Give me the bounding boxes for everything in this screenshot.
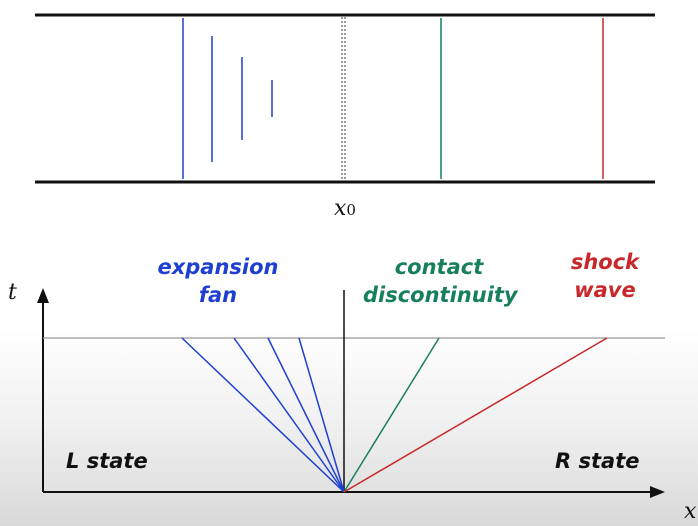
shock-wave-label: shock wave: [560, 248, 650, 304]
expansion-fan-ray-4: [298, 337, 345, 493]
expansion-fan-label: expansion fan: [148, 253, 288, 309]
contact-label-line2: discontinuity: [363, 283, 518, 307]
x0-subscript: 0: [346, 201, 356, 219]
expansion-fan-ray-1: [181, 337, 345, 493]
contact-discontinuity-label: contact discontinuity: [363, 253, 518, 309]
expansion-label-line2: fan: [198, 283, 238, 307]
shock-label-line2: wave: [574, 278, 636, 302]
x0-label: x0: [334, 196, 356, 221]
contact-label-line1: contact: [394, 255, 484, 279]
t-axis-label: t: [8, 280, 17, 305]
left-state-label: L state: [66, 449, 148, 473]
time-axis-arrowhead: [37, 288, 49, 303]
shock-wave-ray: [343, 337, 608, 493]
x-axis-label: x: [684, 499, 697, 524]
expansion-label-line1: expansion: [157, 255, 279, 279]
right-state-label: R state: [555, 449, 640, 473]
expansion-fan-ray-3: [267, 337, 345, 493]
expansion-fan-ray-2: [233, 337, 345, 493]
space-axis-arrowhead: [650, 486, 665, 498]
shock-label-line1: shock: [570, 250, 640, 274]
contact-discontinuity-ray: [343, 337, 440, 493]
x0-symbol: x: [334, 196, 347, 221]
